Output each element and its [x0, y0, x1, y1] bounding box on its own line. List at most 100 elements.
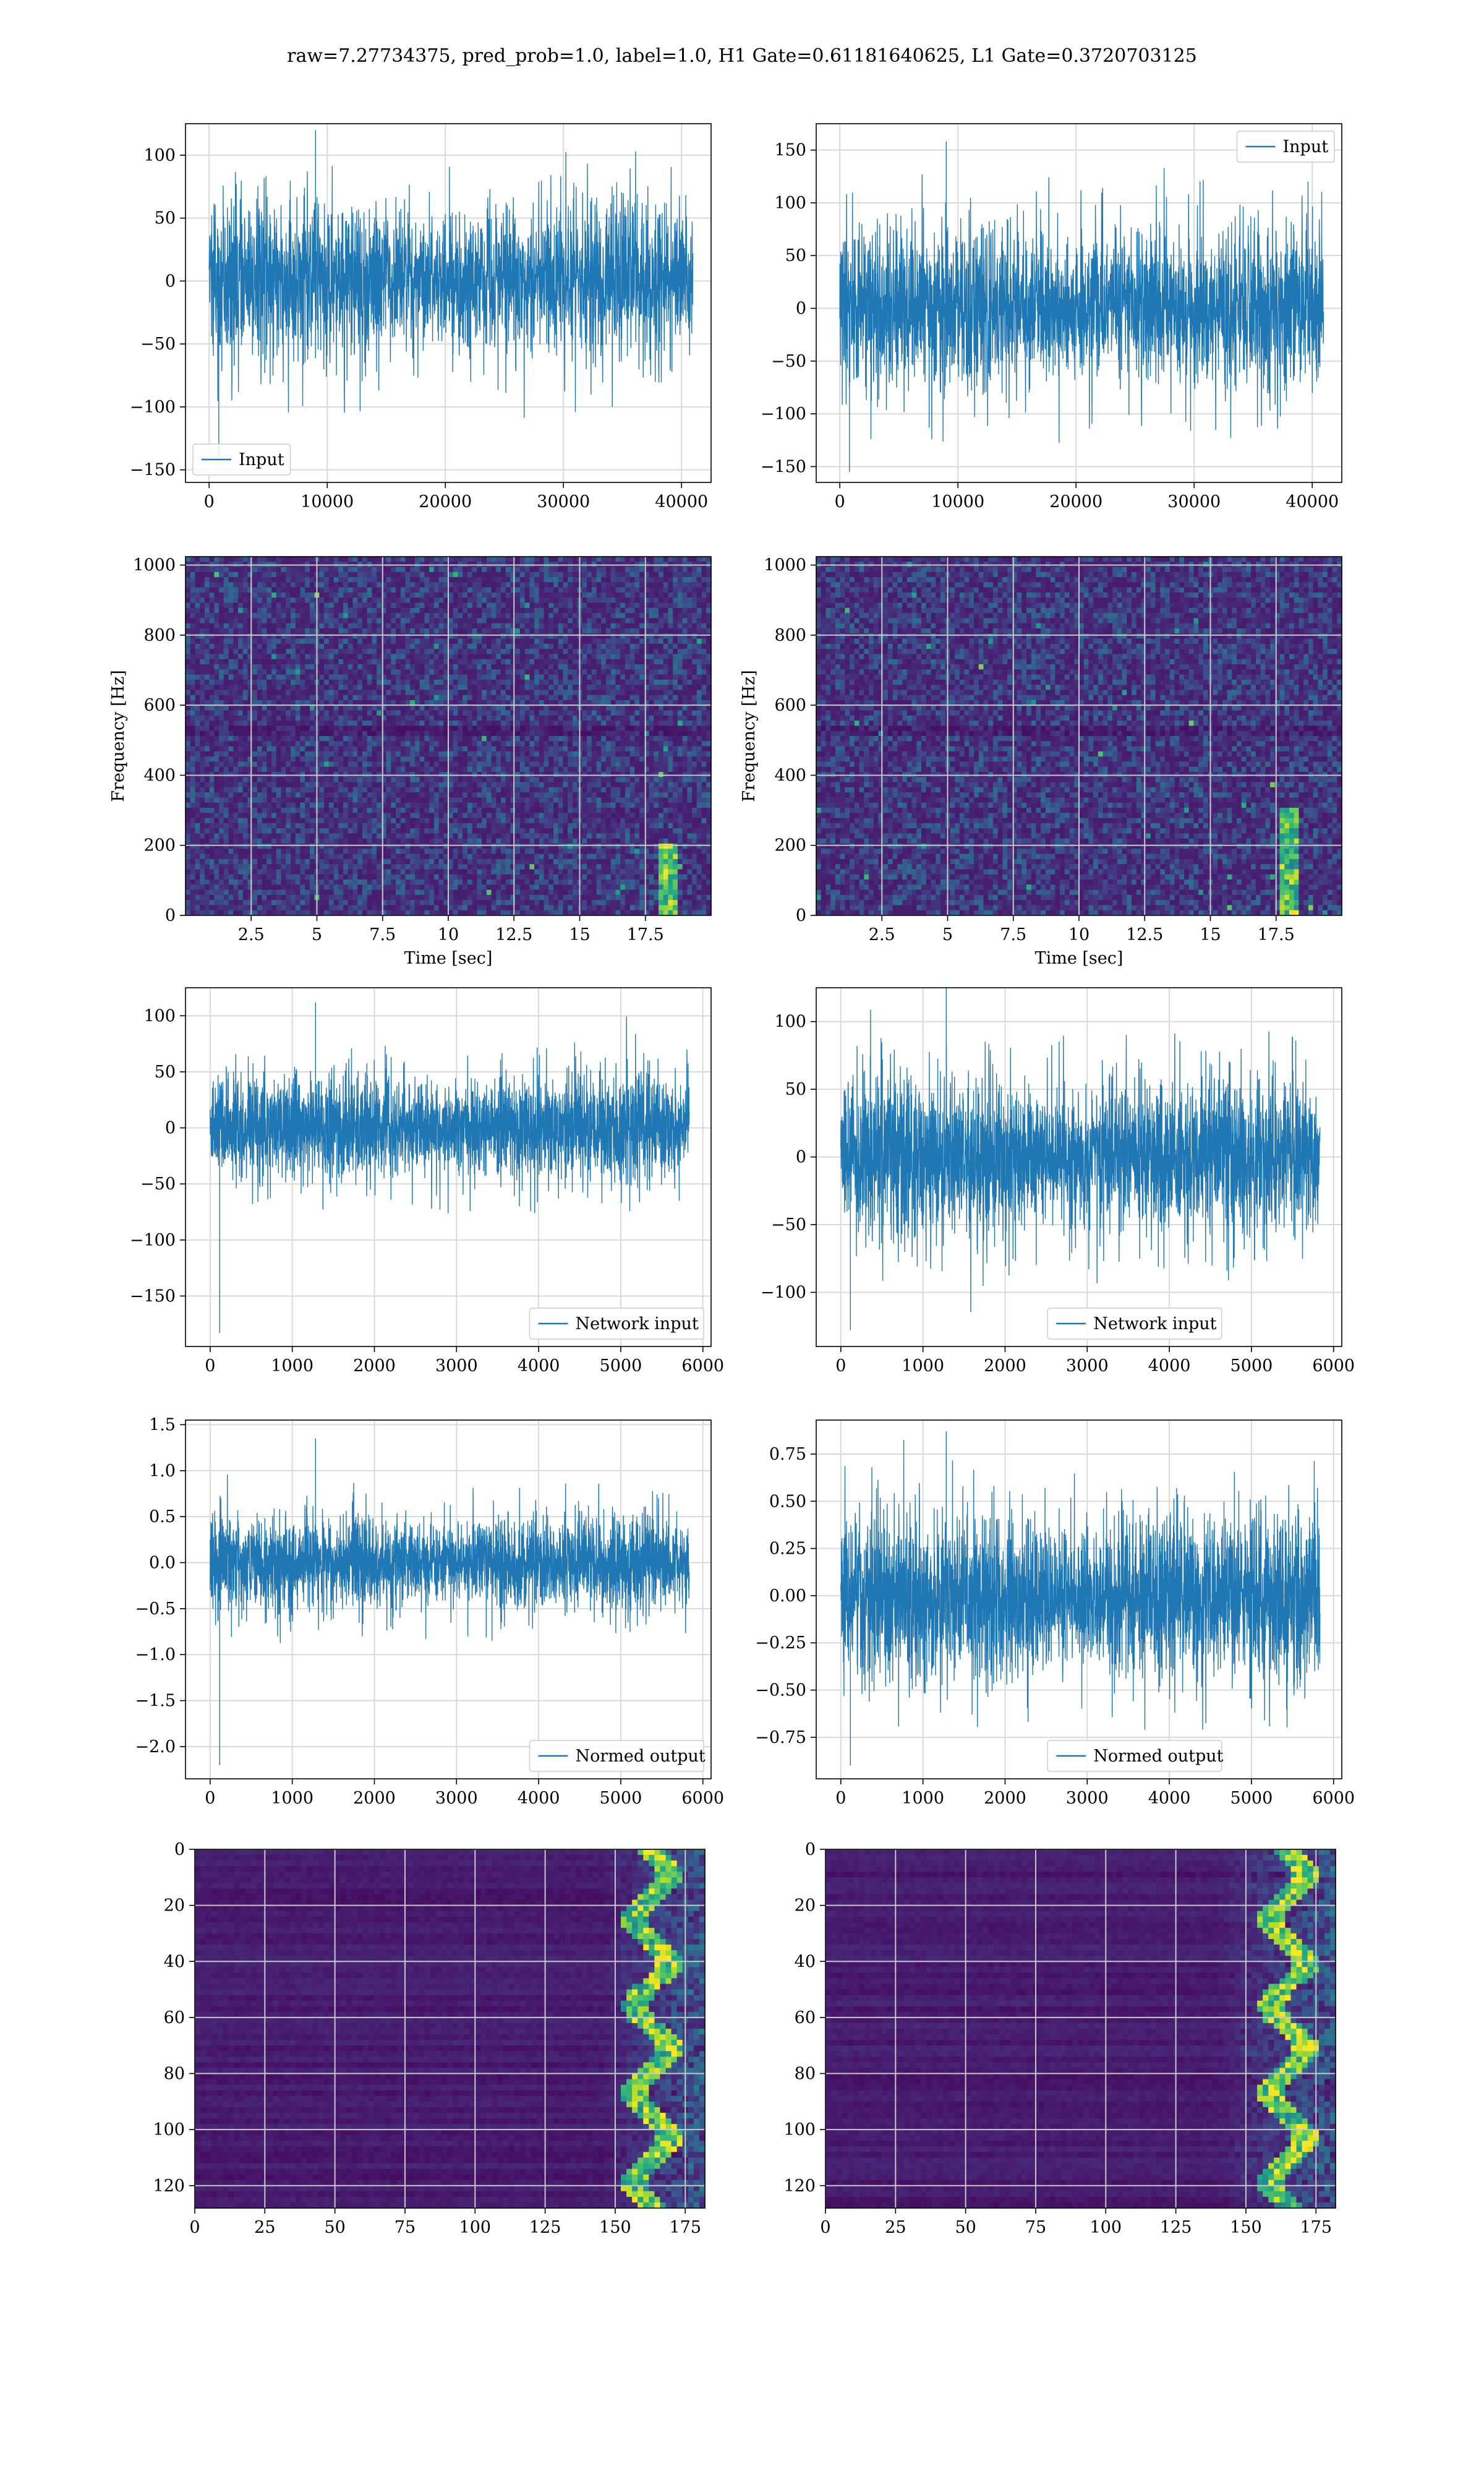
h1-spectrogram-cell: [668, 557, 673, 562]
h1-spectrogram-cell: [539, 761, 545, 768]
h1-spectrogram-cell: [291, 613, 296, 619]
h1-spectrogram-cell: [582, 736, 587, 742]
h1-spectrogram-cell: [276, 746, 282, 752]
h1-spectrogram-cell: [587, 715, 592, 721]
h1-spectrogram-cell: [252, 593, 258, 598]
h1-spectrogram-cell: [515, 659, 521, 665]
h1-spectrogram-cell: [396, 582, 401, 588]
h1-spectrogram-cell: [568, 756, 573, 763]
h1-spectrogram-cell: [620, 567, 626, 573]
h1-spectrogram-cell: [706, 577, 712, 583]
h1-spectrogram-cell: [357, 649, 363, 655]
h1-spectrogram-cell: [328, 643, 335, 649]
h1-spectrogram-cell: [639, 726, 645, 732]
h1-spectrogram-cell: [591, 761, 597, 768]
h1-spectrogram-cell: [453, 649, 459, 655]
h1-spectrogram-cell: [257, 761, 263, 768]
h1-spectrogram-cell: [644, 741, 650, 747]
h1-spectrogram-cell: [448, 690, 454, 696]
h1-spectrogram-cell: [400, 587, 406, 593]
h1-spectrogram-cell: [204, 597, 210, 604]
h1-spectrogram-cell: [515, 628, 521, 634]
h1-spectrogram-cell: [458, 726, 463, 732]
h1-spectrogram-cell: [610, 730, 616, 737]
h1-spectrogram-cell: [482, 638, 487, 644]
h1-spectrogram-cell: [629, 638, 635, 644]
h1-spectrogram-cell: [204, 746, 210, 752]
h1-spectrogram-cell: [582, 669, 587, 675]
h1-spectrogram-cell: [639, 613, 645, 619]
h1-spectrogram-cell: [477, 751, 482, 757]
h1-spectrogram-cell: [639, 741, 645, 747]
h1-spectrogram-cell: [223, 633, 229, 640]
h1-spectrogram-cell: [195, 638, 200, 644]
h1-spectrogram-cell: [529, 628, 535, 634]
h1-spectrogram-cell: [352, 679, 358, 685]
h1-spectrogram-cell: [204, 751, 210, 757]
h1-spectrogram-cell: [620, 710, 626, 716]
h1-spectrogram-cell: [629, 613, 635, 619]
h1-spectrogram-cell: [228, 679, 234, 685]
h1-spectrogram-cell: [305, 567, 310, 573]
h1-spectrogram-cell: [372, 700, 377, 706]
h1-spectrogram-cell: [482, 669, 487, 675]
h1-spectrogram-cell: [496, 577, 501, 583]
h1-spectrogram-cell: [673, 633, 678, 640]
h1-spectrogram-cell: [696, 715, 702, 721]
h1-spectrogram-cell: [515, 664, 521, 670]
h1-spectrogram-cell: [424, 746, 430, 752]
h1-spectrogram-cell: [553, 777, 559, 783]
h1-spectrogram-cell: [328, 674, 335, 680]
h1-spectrogram-cell: [438, 587, 444, 593]
h1-spectrogram-cell: [367, 756, 372, 763]
h1-spectrogram-cell: [591, 654, 597, 660]
h1-spectrogram-cell: [377, 710, 382, 716]
h1-spectrogram-cell: [433, 643, 440, 649]
h1-spectrogram-cell: [438, 571, 444, 578]
h1-spectrogram-cell: [319, 782, 325, 788]
h1-spectrogram-cell: [534, 607, 540, 614]
h1-spectrogram-cell: [472, 690, 477, 696]
h1-spectrogram-cell: [539, 751, 545, 757]
h1-spectrogram-cell: [291, 705, 296, 711]
h1-spectrogram-cell: [610, 700, 616, 706]
h1-spectrogram-cell: [544, 582, 549, 588]
h1-spectrogram-cell: [601, 643, 607, 649]
h1-spectrogram-cell: [262, 633, 267, 640]
h1-spectrogram-cell: [247, 669, 253, 675]
h1-spectrogram-cell: [610, 726, 616, 732]
h1-spectrogram-cell: [429, 628, 435, 634]
h1-spectrogram-cell: [319, 721, 325, 727]
h1-spectrogram-cell: [587, 710, 592, 716]
h1-spectrogram-cell: [343, 669, 349, 675]
h1-spectrogram-cell: [381, 577, 387, 583]
h1-spectrogram-cell: [204, 766, 210, 773]
h1-spectrogram-cell: [563, 705, 568, 711]
h1-spectrogram-cell: [615, 777, 621, 783]
h1-spectrogram-cell: [328, 659, 335, 665]
h1-spectrogram-cell: [190, 669, 196, 675]
h1-spectrogram-cell: [238, 674, 244, 680]
h1-spectrogram-cell: [610, 577, 616, 583]
h1-spectrogram-cell: [539, 571, 545, 578]
h1-spectrogram-cell: [644, 587, 650, 593]
h1-spectrogram-cell: [601, 557, 607, 562]
h1-spectrogram-cell: [429, 761, 435, 768]
h1-spectrogram-cell: [324, 582, 330, 588]
h1-spectrogram-cell: [544, 633, 549, 640]
h1-spectrogram-cell: [654, 700, 659, 706]
h1-spectrogram-cell: [343, 638, 349, 644]
h1-spectrogram-cell: [305, 654, 310, 660]
h1-spectrogram-cell: [696, 659, 702, 665]
h1-spectrogram-cell: [629, 567, 635, 573]
h1-spectrogram-cell: [620, 613, 626, 619]
h1-spectrogram-cell: [228, 674, 234, 680]
h1-spectrogram-cell: [200, 751, 205, 757]
h1-spectrogram-cell: [414, 751, 420, 757]
h1-spectrogram-cell: [414, 638, 420, 644]
h1-spectrogram-cell: [233, 669, 239, 675]
h1-spectrogram-cell: [357, 567, 363, 573]
h1-spectrogram-cell: [252, 751, 258, 757]
h1-spectrogram-cell: [548, 766, 554, 773]
h1-spectrogram-cell: [281, 557, 286, 562]
